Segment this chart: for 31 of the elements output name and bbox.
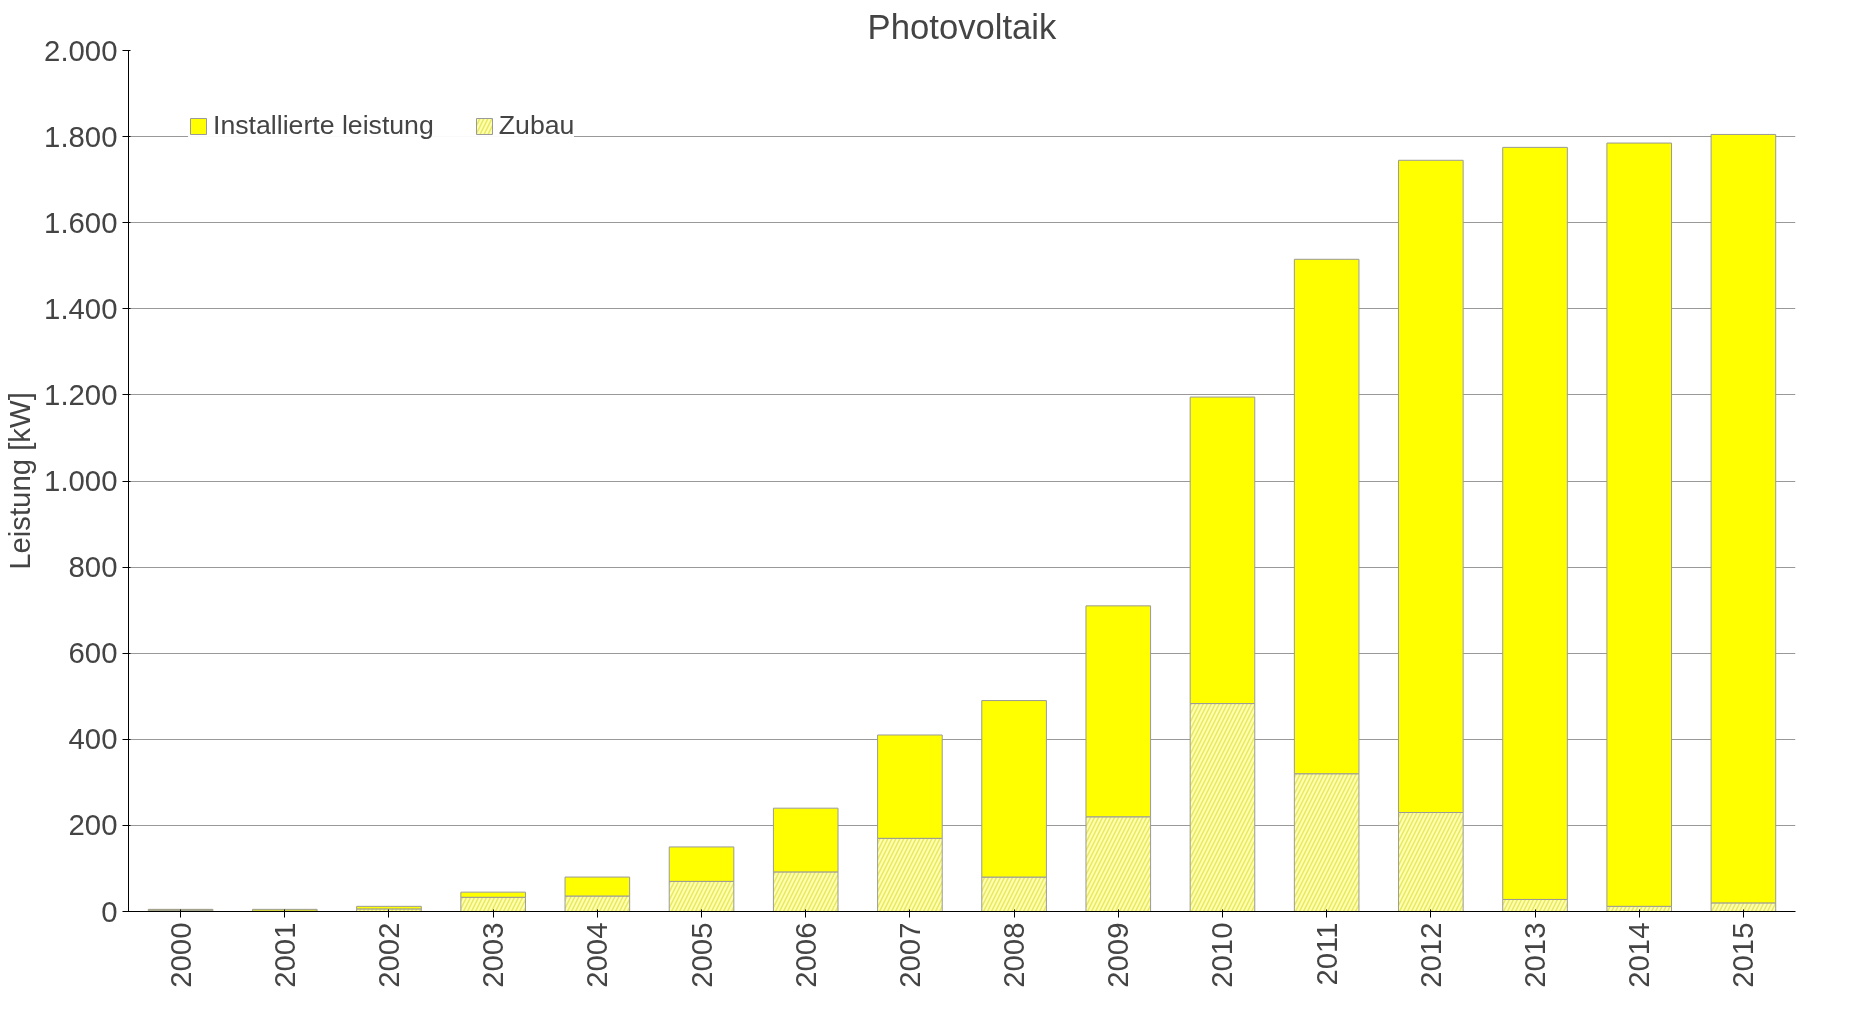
x-tick-label: 2011: [1309, 922, 1343, 986]
chart-title: Photovoltaik: [867, 7, 1058, 46]
x-tick-label: 2001: [267, 922, 301, 988]
x-tick-label: 2005: [684, 922, 718, 988]
y-tick-label: 800: [68, 550, 118, 584]
y-tick-label: 2.000: [44, 33, 118, 67]
y-tick-label: 1.800: [44, 119, 118, 153]
y-tick-label: 0: [101, 894, 118, 928]
x-tick-label: 2014: [1622, 922, 1656, 988]
y-tick-label: 1.600: [44, 205, 118, 239]
x-tick-label: 2012: [1413, 922, 1447, 988]
x-tick-label: 2002: [371, 922, 405, 988]
x-tick-label: 2015: [1726, 922, 1760, 988]
x-tick-label: 2006: [788, 922, 822, 988]
y-tick-label: 1.000: [44, 464, 118, 497]
y-tick-label: 200: [68, 808, 118, 842]
x-tick-label: 2009: [1101, 922, 1135, 988]
x-tick-label: 2007: [892, 922, 926, 988]
x-tick-label: 2008: [997, 922, 1031, 988]
x-tick-label: 2000: [163, 922, 197, 988]
y-tick-label: 400: [68, 722, 118, 756]
legend-label: Zubau: [498, 110, 575, 141]
legend-label: Installierte leistung: [213, 110, 434, 141]
y-tick-label: 1.400: [44, 291, 118, 325]
y-tick-label: 1.200: [44, 377, 118, 411]
x-tick-label: 2003: [476, 922, 510, 988]
y-tick-label: 600: [68, 636, 118, 670]
x-tick-label: 2013: [1518, 922, 1552, 988]
x-tick-label: 2004: [580, 922, 614, 988]
x-tick-label: 2010: [1205, 922, 1239, 988]
y-axis-title: Leistung [kW]: [3, 392, 37, 570]
